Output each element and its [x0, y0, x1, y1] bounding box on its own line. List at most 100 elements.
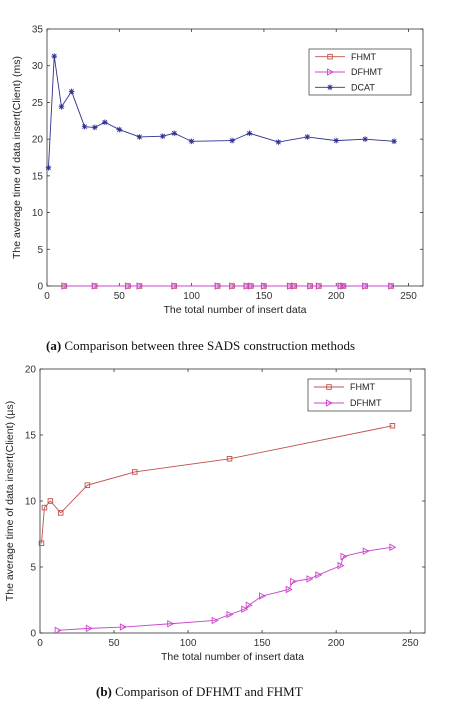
legend-marker-dcat	[327, 84, 333, 91]
point-dcat	[391, 138, 397, 145]
point-dfhmt	[362, 282, 370, 290]
x-tick-label: 250	[400, 291, 417, 302]
point-dfhmt	[340, 552, 348, 561]
x-tick-label: 0	[37, 638, 43, 649]
point-dfhmt	[362, 547, 370, 555]
y-tick-label: 30	[32, 61, 44, 72]
point-dcat	[136, 134, 143, 140]
point-dfhmt	[124, 282, 132, 290]
point-dcat	[91, 124, 98, 131]
point-dfhmt	[389, 543, 397, 551]
point-fhmt	[132, 469, 138, 475]
legend: FHMT DFHMT DCAT	[308, 48, 412, 96]
point-dfhmt	[337, 561, 345, 570]
y-tick-label: 15	[32, 171, 44, 182]
point-dfhmt	[136, 282, 144, 290]
point-dfhmt	[119, 623, 127, 631]
x-tick-label: 150	[254, 638, 271, 649]
point-fhmt	[389, 423, 396, 429]
plot-area	[39, 368, 426, 634]
point-dfhmt	[388, 282, 396, 290]
point-dfhmt	[340, 282, 348, 290]
point-dfhmt	[167, 620, 175, 628]
point-dfhmt	[315, 571, 323, 579]
legend-label-fhmt: FHMT	[351, 52, 376, 62]
point-fhmt	[84, 482, 91, 488]
point-fhmt	[41, 504, 48, 511]
chart-a: 0 50 100 150 200 250 0 5 10 15 20 25 30 35 The total n…	[11, 25, 424, 316]
point-dcat	[159, 133, 166, 140]
point-dfhmt	[226, 610, 234, 619]
point-dcat	[304, 134, 311, 140]
point-dcat	[275, 139, 282, 145]
point-dfhmt	[171, 282, 179, 290]
caption-label: (b)	[96, 684, 112, 699]
series-line-fhmt	[41, 425, 393, 544]
point-dfhmt	[285, 585, 293, 594]
point-dcat	[45, 164, 52, 171]
point-dcat	[362, 136, 368, 142]
point-dcat	[102, 119, 108, 126]
point-dcat	[171, 130, 178, 137]
point-dfhmt	[307, 282, 315, 290]
point-dfhmt	[211, 616, 219, 625]
x-tick-label: 50	[114, 291, 126, 302]
point-dcat	[116, 126, 123, 133]
y-tick-label: 0	[30, 629, 36, 640]
point-dcat	[246, 130, 253, 137]
y-tick-label: 20	[32, 135, 44, 146]
x-tick-label: 100	[180, 638, 197, 649]
point-dcat	[51, 53, 58, 59]
point-dfhmt	[54, 626, 62, 635]
point-dfhmt	[306, 575, 314, 583]
x-axis-label: The total number of insert data	[161, 651, 304, 663]
x-tick-label: 250	[402, 638, 419, 649]
point-dcat	[333, 137, 340, 144]
legend-label-dfhmt: DFHMT	[350, 398, 382, 408]
point-fhmt	[57, 510, 64, 516]
y-tick-label: 5	[30, 563, 36, 574]
point-fhmt	[47, 498, 54, 504]
point-dfhmt	[290, 577, 298, 586]
point-dfhmt	[85, 624, 93, 633]
point-dfhmt	[61, 282, 69, 290]
legend-label-fhmt: FHMT	[350, 382, 375, 392]
point-dfhmt	[229, 282, 237, 290]
caption-b: (b) Comparison of DFHMT and FHMT	[96, 684, 303, 699]
point-dfhmt	[291, 282, 299, 290]
y-axis-label: The average time of data insert(Client) …	[11, 56, 23, 259]
point-dfhmt	[315, 282, 323, 290]
legend-marker-dfhmt	[326, 68, 334, 76]
x-axis-label: The total number of insert data	[164, 304, 307, 316]
point-dcat	[81, 123, 88, 130]
x-tick-label: 0	[44, 291, 50, 302]
y-tick-label: 10	[32, 208, 44, 219]
point-dfhmt	[259, 592, 267, 600]
legend-label-dcat: DCAT	[351, 83, 375, 93]
point-dcat	[188, 138, 195, 145]
point-fhmt	[226, 456, 233, 462]
y-tick-label: 20	[25, 365, 37, 376]
point-dcat	[68, 88, 75, 95]
point-dfhmt	[260, 282, 268, 290]
point-dcat	[229, 137, 235, 144]
legend-label-dfhmt: DFHMT	[351, 67, 383, 77]
legend-box	[307, 378, 412, 412]
y-axis-label: The average time of data insert(Client) …	[4, 401, 16, 601]
y-tick-label: 25	[32, 98, 44, 109]
x-tick-label: 50	[108, 638, 120, 649]
legend-marker-fhmt	[326, 384, 332, 390]
point-fhmt	[38, 540, 45, 546]
point-dfhmt	[243, 282, 251, 290]
series-line-dfhmt	[57, 546, 393, 631]
point-dfhmt	[245, 601, 253, 610]
caption-text: Comparison between three SADS constructi…	[61, 338, 355, 353]
y-tick-label: 5	[37, 245, 43, 256]
legend: FHMT DFHMT	[307, 378, 412, 412]
legend-marker-fhmt	[327, 53, 333, 60]
y-tick-label: 10	[25, 497, 37, 508]
y-tick-label: 15	[25, 431, 37, 442]
point-dfhmt	[91, 282, 99, 290]
x-tick-label: 200	[328, 291, 345, 302]
